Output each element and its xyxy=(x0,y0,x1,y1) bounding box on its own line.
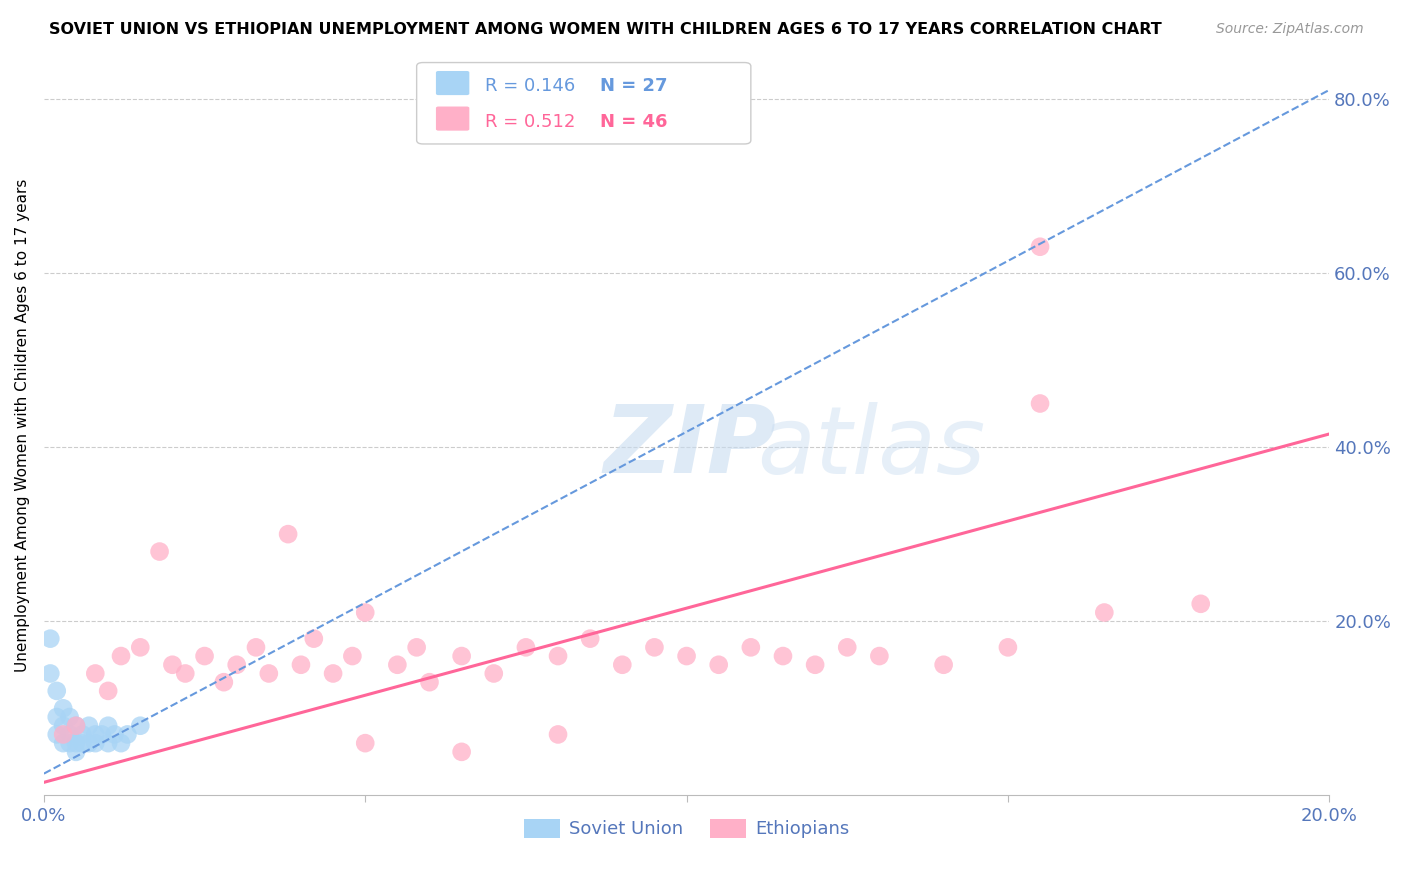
Point xyxy=(39,666,62,681)
Text: Source: ZipAtlas.com: Source: ZipAtlas.com xyxy=(1216,22,1364,37)
Point xyxy=(58,710,80,724)
Point xyxy=(110,736,132,750)
Point xyxy=(52,701,75,715)
Point xyxy=(45,727,67,741)
Point xyxy=(837,640,859,655)
Point xyxy=(547,727,569,741)
Point xyxy=(450,745,472,759)
Point xyxy=(804,657,827,672)
FancyBboxPatch shape xyxy=(436,71,470,95)
Point xyxy=(65,719,87,733)
Point xyxy=(405,640,427,655)
Point xyxy=(547,648,569,663)
Point xyxy=(148,544,170,558)
Point xyxy=(225,657,247,672)
Point xyxy=(129,640,152,655)
Point xyxy=(77,736,100,750)
Point xyxy=(354,606,377,620)
Point xyxy=(65,745,87,759)
Point xyxy=(675,648,697,663)
Point xyxy=(643,640,665,655)
Point xyxy=(932,657,955,672)
Legend: Soviet Union, Ethiopians: Soviet Union, Ethiopians xyxy=(516,812,856,846)
Point xyxy=(129,719,152,733)
Text: atlas: atlas xyxy=(758,402,986,493)
Text: N = 46: N = 46 xyxy=(600,112,668,131)
Point xyxy=(58,727,80,741)
Point xyxy=(72,727,94,741)
Point xyxy=(174,666,197,681)
Point xyxy=(103,727,125,741)
Point xyxy=(90,727,112,741)
Point xyxy=(302,632,325,646)
Point xyxy=(97,736,120,750)
Point xyxy=(84,727,107,741)
Text: R = 0.146: R = 0.146 xyxy=(485,78,575,95)
Point xyxy=(740,640,762,655)
Point xyxy=(52,736,75,750)
Point xyxy=(1029,240,1052,254)
Point xyxy=(45,710,67,724)
Point xyxy=(72,736,94,750)
Point xyxy=(450,648,472,663)
Point xyxy=(1092,606,1115,620)
Text: N = 27: N = 27 xyxy=(600,78,668,95)
Text: R = 0.512: R = 0.512 xyxy=(485,112,575,131)
Point xyxy=(84,736,107,750)
Point xyxy=(212,675,235,690)
Text: ZIP: ZIP xyxy=(603,401,776,493)
Point xyxy=(162,657,184,672)
Point xyxy=(97,684,120,698)
Point xyxy=(277,527,299,541)
Point xyxy=(1189,597,1212,611)
FancyBboxPatch shape xyxy=(436,106,470,130)
Point xyxy=(482,666,505,681)
Point xyxy=(997,640,1019,655)
Point xyxy=(77,719,100,733)
Point xyxy=(193,648,215,663)
Y-axis label: Unemployment Among Women with Children Ages 6 to 17 years: Unemployment Among Women with Children A… xyxy=(15,178,30,672)
Point xyxy=(84,666,107,681)
Point xyxy=(772,648,794,663)
Point xyxy=(52,727,75,741)
Point xyxy=(97,719,120,733)
Point xyxy=(65,719,87,733)
Text: SOVIET UNION VS ETHIOPIAN UNEMPLOYMENT AMONG WOMEN WITH CHILDREN AGES 6 TO 17 YE: SOVIET UNION VS ETHIOPIAN UNEMPLOYMENT A… xyxy=(49,22,1161,37)
Point xyxy=(117,727,139,741)
Point xyxy=(342,648,364,663)
Point xyxy=(579,632,602,646)
Point xyxy=(290,657,312,672)
Point xyxy=(39,632,62,646)
Point xyxy=(257,666,280,681)
Point xyxy=(515,640,537,655)
Point xyxy=(418,675,440,690)
Point xyxy=(52,719,75,733)
Point xyxy=(58,736,80,750)
Point xyxy=(110,648,132,663)
Point xyxy=(322,666,344,681)
Point xyxy=(354,736,377,750)
Point xyxy=(1029,396,1052,410)
FancyBboxPatch shape xyxy=(416,62,751,144)
Point xyxy=(868,648,890,663)
Point xyxy=(707,657,730,672)
Point xyxy=(45,684,67,698)
Point xyxy=(387,657,409,672)
Point xyxy=(612,657,634,672)
Point xyxy=(65,736,87,750)
Point xyxy=(245,640,267,655)
